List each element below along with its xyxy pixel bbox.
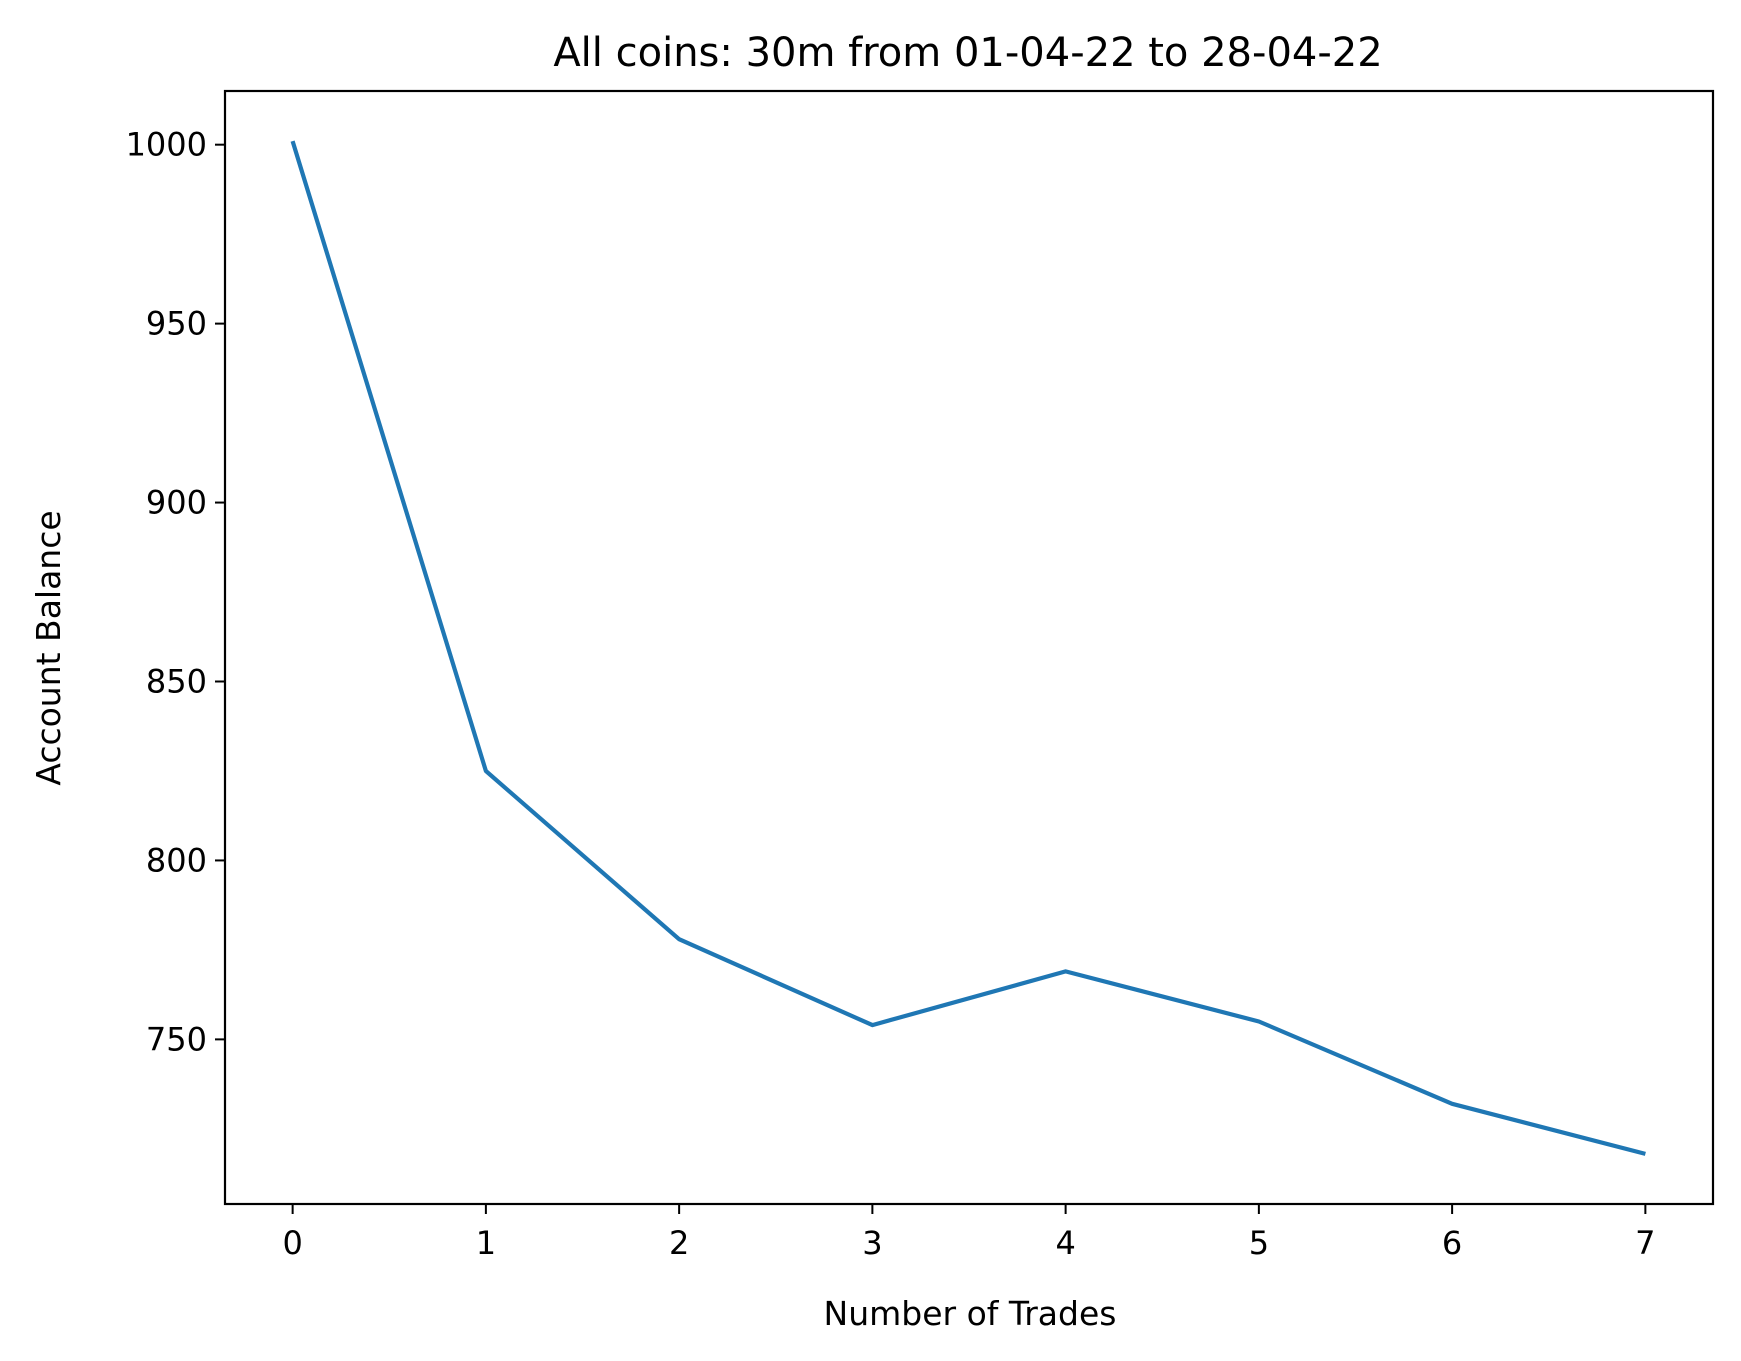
data-points bbox=[291, 139, 1648, 1156]
data-point bbox=[870, 1023, 874, 1027]
y-tick-label: 950 bbox=[146, 305, 207, 343]
x-axis-label: Number of Trades bbox=[824, 1294, 1117, 1333]
y-tick-label: 800 bbox=[146, 841, 207, 879]
x-tick-label: 1 bbox=[476, 1224, 496, 1262]
data-point bbox=[1064, 969, 1068, 973]
data-point bbox=[484, 769, 488, 773]
plot-area-frame bbox=[223, 89, 1715, 1206]
y-axis-label: Account Balance bbox=[29, 510, 68, 785]
y-tick-label: 750 bbox=[146, 1020, 207, 1058]
x-tick-label: 7 bbox=[1635, 1224, 1655, 1262]
y-tick-label: 900 bbox=[146, 484, 207, 522]
data-point bbox=[1643, 1152, 1647, 1156]
x-tick-label: 6 bbox=[1442, 1224, 1462, 1262]
y-tick-label: 850 bbox=[146, 662, 207, 700]
x-tick-label: 5 bbox=[1249, 1224, 1269, 1262]
y-tick-label: 1000 bbox=[126, 126, 207, 164]
x-tick-label: 3 bbox=[862, 1224, 882, 1262]
x-tick-label: 2 bbox=[669, 1224, 689, 1262]
y-axis: 750 800 850 900 950 1000 bbox=[126, 126, 225, 1058]
data-point bbox=[677, 937, 681, 941]
x-tick-label: 0 bbox=[282, 1224, 302, 1262]
chart-title: All coins: 30m from 01-04-22 to 28-04-22 bbox=[553, 30, 1382, 76]
data-point bbox=[1450, 1102, 1454, 1106]
x-axis: 0 1 2 3 4 5 6 7 bbox=[282, 1204, 1656, 1262]
data-point bbox=[291, 139, 295, 143]
x-tick-label: 4 bbox=[1055, 1224, 1075, 1262]
data-point bbox=[1257, 1019, 1261, 1023]
series-line bbox=[290, 140, 1646, 1156]
